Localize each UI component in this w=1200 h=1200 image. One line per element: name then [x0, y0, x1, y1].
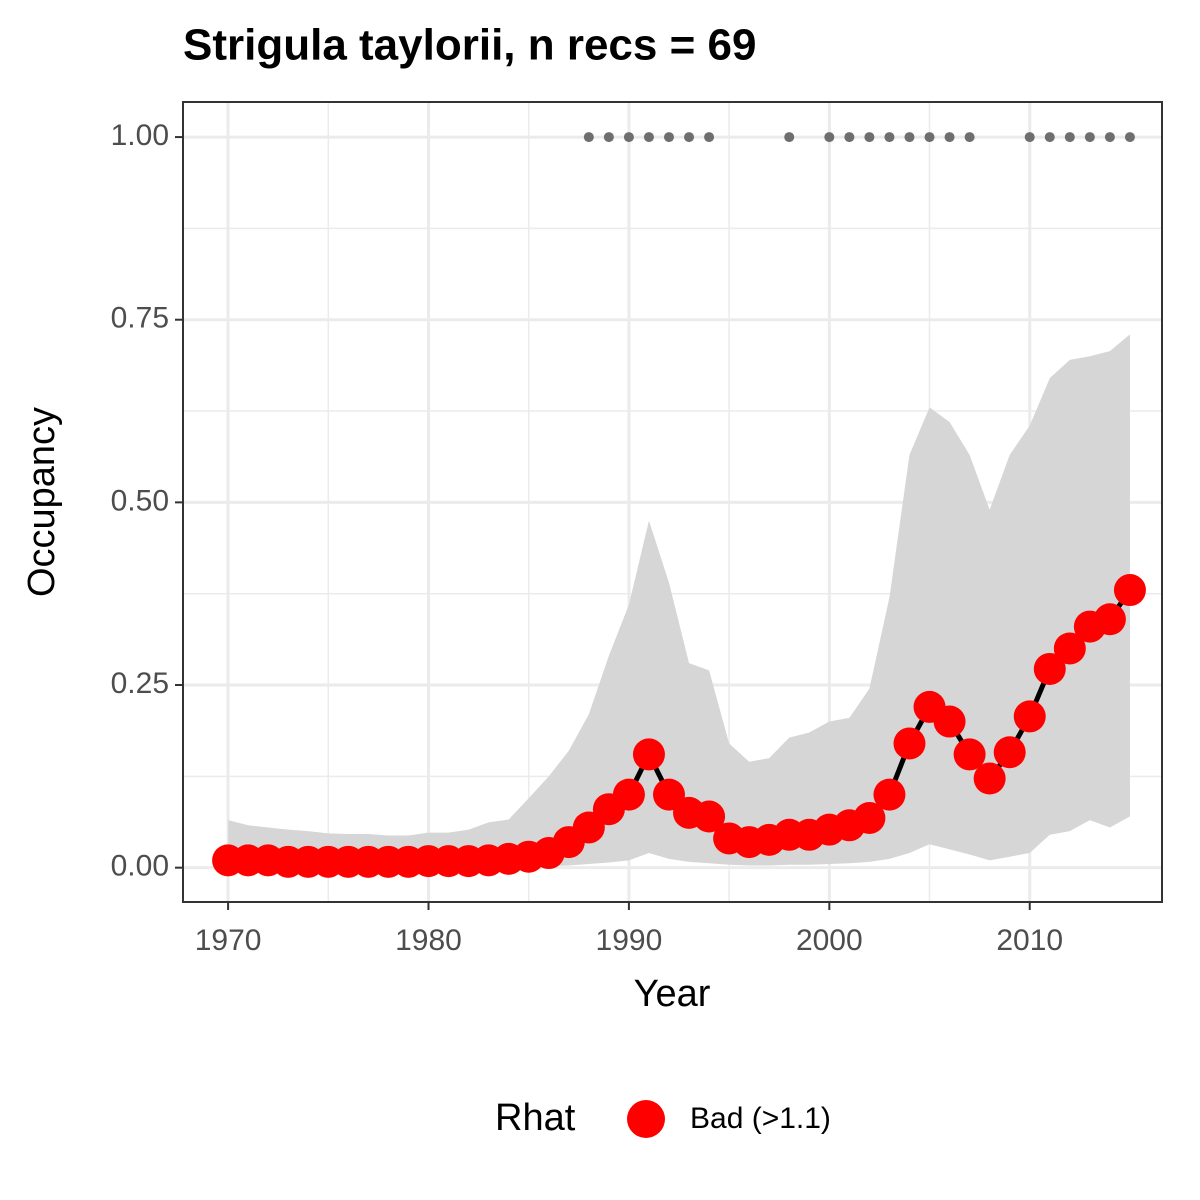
y-tick-label: 0.00: [111, 850, 169, 883]
record-dot: [1044, 132, 1055, 143]
x-tick-label: 1980: [395, 924, 462, 957]
y-tick-label: 0.50: [111, 484, 169, 517]
record-dot: [904, 132, 915, 143]
record-dot: [784, 132, 795, 143]
record-dot: [583, 132, 594, 143]
x-axis-label: Year: [634, 973, 711, 1015]
panel-border: [182, 101, 1163, 903]
record-dot: [864, 132, 875, 143]
x-tick-label: 2010: [996, 924, 1063, 957]
point: [1013, 700, 1046, 733]
point: [1093, 603, 1126, 636]
y-tick-label: 1.00: [111, 119, 169, 152]
record-dot: [844, 132, 855, 143]
record-dot: [1124, 132, 1135, 143]
record-dot: [1024, 132, 1035, 143]
legend-swatch: [627, 1100, 665, 1138]
point: [693, 800, 726, 833]
record-dot: [704, 132, 715, 143]
legend-label: Bad (>1.1): [690, 1102, 831, 1135]
record-dot: [944, 132, 955, 143]
point: [993, 736, 1026, 769]
record-dot: [603, 132, 614, 143]
x-tick-label: 1970: [195, 924, 262, 957]
point: [1033, 652, 1066, 685]
point: [953, 738, 986, 771]
record-dot: [924, 132, 935, 143]
point: [973, 762, 1006, 795]
record-dot: [684, 132, 695, 143]
point: [1113, 574, 1146, 607]
point: [612, 778, 645, 811]
y-axis-label: Occupancy: [21, 407, 63, 597]
record-dot: [824, 132, 835, 143]
record-dot: [663, 132, 674, 143]
y-tick-label: 0.25: [111, 667, 169, 700]
point: [853, 801, 886, 834]
point: [933, 705, 966, 738]
record-dot: [623, 132, 634, 143]
record-dot: [643, 132, 654, 143]
x-tick-label: 1990: [596, 924, 663, 957]
record-dot: [1084, 132, 1095, 143]
record-dot: [884, 132, 895, 143]
x-tick-label: 2000: [796, 924, 863, 957]
record-dot: [964, 132, 975, 143]
record-dot: [1064, 132, 1075, 143]
point: [893, 727, 926, 760]
point: [632, 738, 665, 771]
record-dot: [1104, 132, 1115, 143]
chart-title: Strigula taylorii, n recs = 69: [183, 21, 756, 70]
point: [873, 778, 906, 811]
legend-title: Rhat: [495, 1097, 576, 1139]
y-tick-label: 0.75: [111, 302, 169, 335]
point: [1053, 632, 1086, 665]
